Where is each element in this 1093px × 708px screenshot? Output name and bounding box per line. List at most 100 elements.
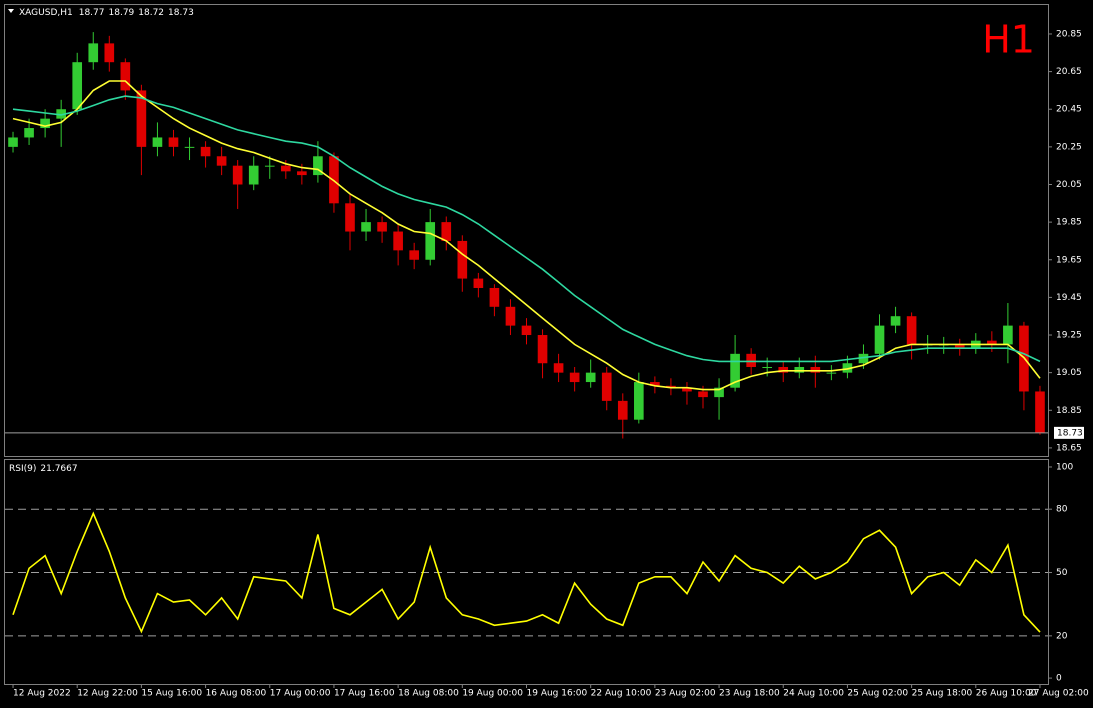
header-high: 18.79 <box>109 8 135 18</box>
y-tick-label: 0 <box>1056 674 1062 684</box>
candle-body <box>24 128 34 138</box>
x-tick-label: 12 Aug 2022 <box>13 689 71 699</box>
candle-body <box>361 222 371 232</box>
rsi-current: 21.7667 <box>40 464 77 474</box>
candle-body <box>441 222 452 241</box>
candle-body <box>858 353 869 364</box>
x-tick-label: 25 Aug 18:00 <box>912 689 973 699</box>
candle-body <box>1035 391 1045 433</box>
candle-body <box>489 287 500 307</box>
candle-body <box>634 382 644 420</box>
candle-body <box>168 137 179 147</box>
candle-body <box>762 367 773 369</box>
rsi-title: RSI(9) <box>9 464 36 474</box>
candle-body <box>682 387 692 392</box>
y-tick-label: 20.45 <box>1056 105 1082 115</box>
rsi-header: RSI(9) 21.7667 <box>9 464 78 474</box>
candle-body <box>409 250 419 260</box>
x-tick-label: 23 Aug 18:00 <box>719 689 780 699</box>
x-tick-label: 25 Aug 02:00 <box>847 689 908 699</box>
x-tick-label: 24 Aug 10:00 <box>783 689 844 699</box>
y-tick-label: 50 <box>1056 568 1068 578</box>
header-low: 18.72 <box>138 8 164 18</box>
indicator-line <box>12 511 1041 634</box>
candle-body <box>666 385 676 388</box>
y-tick-label: 20.85 <box>1056 29 1082 39</box>
y-tick-label: 19.45 <box>1056 293 1082 303</box>
x-tick-label: 15 Aug 16:00 <box>141 689 202 699</box>
candle-body <box>264 165 275 167</box>
x-tick-label: 17 Aug 00:00 <box>270 689 331 699</box>
menu-arrow <box>8 9 14 13</box>
candle-body <box>505 306 516 326</box>
candle-body <box>601 372 612 401</box>
candle-body <box>40 118 50 129</box>
candle-body <box>874 325 885 354</box>
header: XAGUSD,H1 18.77 18.79 18.72 18.73 <box>19 8 194 18</box>
candle-body <box>842 363 853 373</box>
x-tick-label: 26 Aug 10:00 <box>976 689 1037 699</box>
candle-body <box>248 165 259 185</box>
y-tick-label: 20.25 <box>1056 142 1082 152</box>
indicator-line <box>12 95 1041 363</box>
x-tick-label: 18 Aug 08:00 <box>398 689 459 699</box>
candle-body <box>345 203 355 232</box>
price-label: 18.73 <box>1057 428 1083 438</box>
x-tick-label: 16 Aug 08:00 <box>206 689 267 699</box>
candle-body <box>88 43 99 63</box>
y-tick-label: 100 <box>1056 462 1073 472</box>
y-tick-label: 18.85 <box>1056 406 1082 416</box>
timeframe-annotation: H1 <box>982 18 1035 62</box>
candle-body <box>826 372 837 374</box>
candle-body <box>136 90 147 147</box>
candle-body <box>8 137 18 147</box>
candle-body <box>714 387 724 398</box>
x-tick-label: 17 Aug 16:00 <box>334 689 395 699</box>
x-tick-label: 23 Aug 02:00 <box>655 689 716 699</box>
y-tick-label: 20.65 <box>1056 67 1082 77</box>
candle-body <box>152 137 163 147</box>
candle-body <box>810 367 821 373</box>
header-open: 18.77 <box>79 8 105 18</box>
candle-body <box>1003 325 1013 345</box>
candle-body <box>987 340 997 345</box>
candle-body <box>216 156 227 166</box>
candle-body <box>650 382 660 386</box>
x-tick-label: 19 Aug 00:00 <box>462 689 523 699</box>
main-panel-frame <box>4 4 1049 457</box>
candle-body <box>794 367 805 373</box>
candle-body <box>569 372 580 383</box>
x-tick-label: 22 Aug 10:00 <box>591 689 652 699</box>
candle-body <box>617 400 628 420</box>
x-tick-label: 19 Aug 16:00 <box>527 689 588 699</box>
y-tick-label: 19.65 <box>1056 255 1082 265</box>
y-tick-label: 20.05 <box>1056 180 1082 190</box>
y-tick-label: 19.05 <box>1056 368 1082 378</box>
x-tick-label: 12 Aug 22:00 <box>77 689 138 699</box>
candle-body <box>232 165 243 185</box>
candle-body <box>393 231 403 251</box>
y-tick-label: 20 <box>1056 631 1068 641</box>
rsi-panel-frame <box>4 459 1049 685</box>
candle-body <box>377 222 387 232</box>
candle-body <box>906 316 917 345</box>
candle-body <box>890 316 901 326</box>
candle-body <box>585 372 596 383</box>
candle-body <box>56 109 66 119</box>
y-tick-label: 19.85 <box>1056 218 1082 228</box>
header-close: 18.73 <box>168 8 194 18</box>
candle-body <box>954 344 965 349</box>
candle-body <box>72 62 83 110</box>
candle-body <box>184 146 195 148</box>
candle-body <box>425 222 436 260</box>
candle-body <box>730 353 740 388</box>
candle-body <box>553 363 564 373</box>
y-tick-label: 18.65 <box>1056 443 1082 453</box>
candle-body <box>120 62 131 91</box>
candle-body <box>313 156 323 176</box>
candle-body <box>280 165 291 172</box>
candle-body <box>473 278 484 288</box>
x-tick-label: 27 Aug 02:00 <box>1028 689 1089 699</box>
